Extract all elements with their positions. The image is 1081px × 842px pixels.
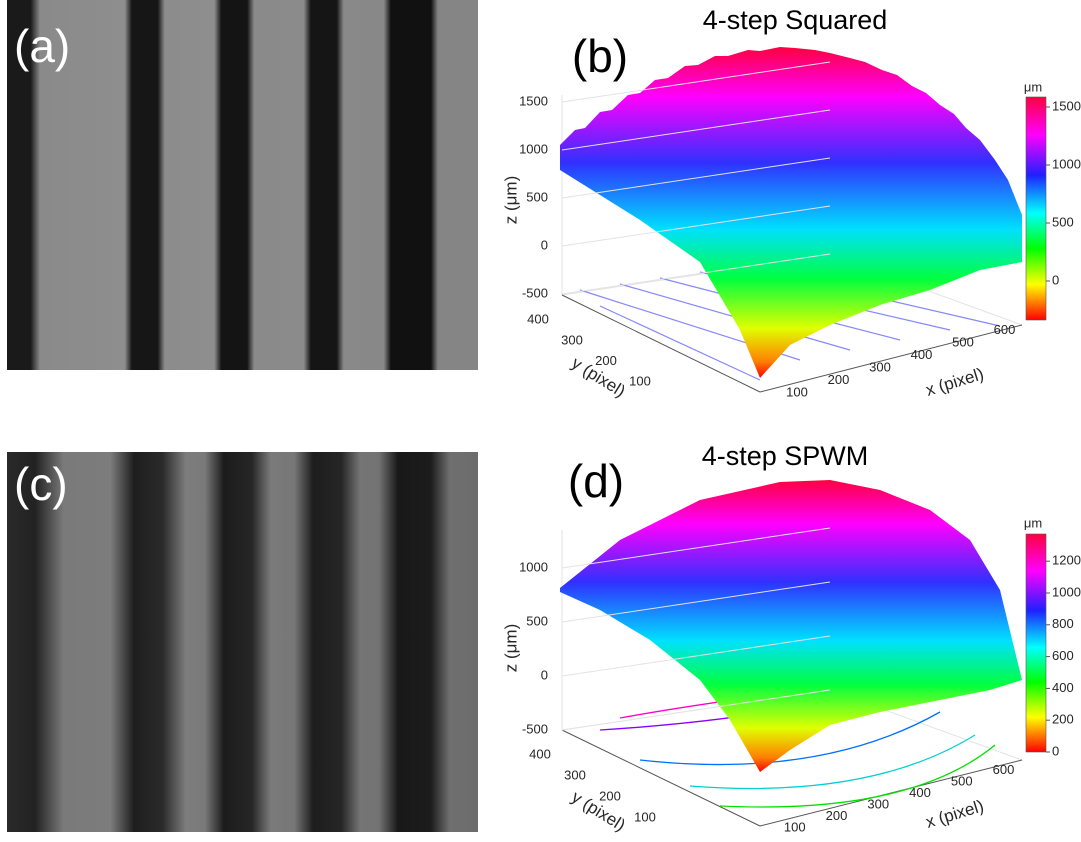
z-tick-label: -500 <box>522 285 548 300</box>
grid-line <box>561 581 831 623</box>
fringe-photo <box>7 0 478 370</box>
z-tick-label: -500 <box>522 721 548 736</box>
y-tick-label: 100 <box>629 374 651 389</box>
z-tick-label: 0 <box>541 667 548 682</box>
colorbar-tick-label: 1200 <box>1052 553 1081 568</box>
z-tick-label: 500 <box>526 613 548 628</box>
colorbar-tick-label: 1000 <box>1052 584 1081 599</box>
x-tick-label: 500 <box>952 334 974 349</box>
y-tick-label: 300 <box>564 767 586 782</box>
axis-label: z (μm) <box>501 176 520 225</box>
grid-line <box>561 635 831 677</box>
x-tick-label: 100 <box>786 384 808 399</box>
plot-title: 4-step SPWM <box>702 441 869 471</box>
y-tick-label: 300 <box>561 332 583 347</box>
axis-label: x (pixel) <box>923 796 985 832</box>
grid-line <box>561 689 831 731</box>
grid-line <box>561 109 831 151</box>
y-tick-label: 400 <box>529 746 551 761</box>
axis-label: z (μm) <box>501 624 520 673</box>
colorbar <box>1025 533 1047 753</box>
axis-label: x (pixel) <box>923 364 985 400</box>
grid-line <box>561 527 831 569</box>
x-tick-label: 200 <box>828 372 850 387</box>
colorbar-tick-label: 400 <box>1052 680 1074 695</box>
grid-line <box>561 61 831 103</box>
x-tick-label: 100 <box>784 819 806 834</box>
x-tick-label: 300 <box>869 359 891 374</box>
z-tick-label: 500 <box>526 189 548 204</box>
grid-line <box>561 205 831 247</box>
colorbar-unit: μm <box>1024 79 1042 94</box>
x-tick-label: 200 <box>826 808 848 823</box>
colorbar-tick-label: 1500 <box>1052 98 1081 113</box>
x-tick-label: 600 <box>993 762 1015 777</box>
colorbar-tick-label: 1000 <box>1052 156 1081 171</box>
colorbar-tick-label: 0 <box>1052 743 1059 758</box>
panel-label: (d) <box>568 455 624 507</box>
z-tick-label: 1000 <box>519 141 548 156</box>
colorbar-tick-label: 800 <box>1052 616 1074 631</box>
x-tick-label: 400 <box>911 347 933 362</box>
plot-box <box>560 47 1023 393</box>
x-tick-label: 300 <box>867 796 889 811</box>
z-tick-label: 0 <box>541 237 548 252</box>
z-tick-label: 1500 <box>519 93 548 108</box>
panel-label: (c) <box>14 458 68 510</box>
y-tick-label: 200 <box>595 353 617 368</box>
panel-label: (a) <box>14 20 70 72</box>
y-tick-label: 100 <box>634 809 656 824</box>
grid-line <box>561 253 831 295</box>
colorbar-tick-label: 200 <box>1052 712 1074 727</box>
panel-label: (b) <box>572 30 628 82</box>
colorbar-unit: μm <box>1024 515 1042 530</box>
colorbar-tick-label: 500 <box>1052 214 1074 229</box>
y-tick-label: 400 <box>527 312 549 327</box>
y-tick-label: 200 <box>599 788 621 803</box>
colorbar-tick-label: 0 <box>1052 272 1059 287</box>
z-tick-label: 1000 <box>519 559 548 574</box>
colorbar-tick-label: 600 <box>1052 648 1074 663</box>
x-tick-label: 600 <box>994 322 1016 337</box>
x-tick-label: 500 <box>951 773 973 788</box>
fringe-photo <box>7 452 478 832</box>
colorbar <box>1025 96 1047 321</box>
x-tick-label: 400 <box>909 785 931 800</box>
plot-title: 4-step Squared <box>703 5 888 35</box>
grid-line <box>561 157 831 199</box>
